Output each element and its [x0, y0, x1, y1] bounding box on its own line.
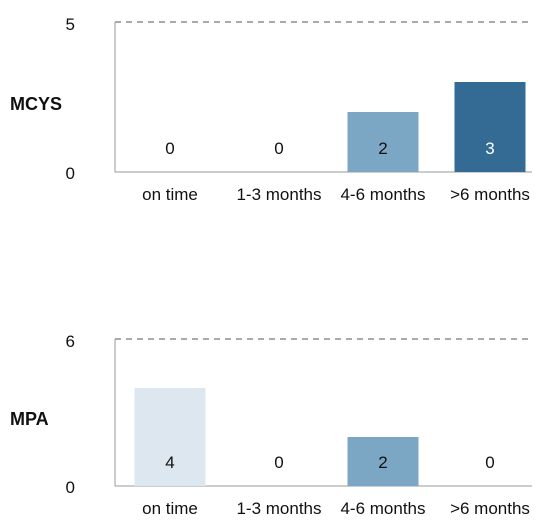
- y-tick-min-mcys: 0: [66, 164, 75, 183]
- data-label: 4: [165, 453, 174, 472]
- y-tick-max-mcys: 5: [66, 15, 75, 34]
- x-tick-label: 1-3 months: [236, 185, 321, 204]
- x-tick-label: on time: [142, 185, 198, 204]
- y-tick-max-mpa: 6: [66, 332, 75, 351]
- bars-mpa: 4 0 2 0: [134, 388, 495, 486]
- chart-panel-mcys: MCYS 5 0 0 0 2 3 on time 1-3 months 4-6 mon…: [10, 15, 532, 204]
- y-tick-min-mpa: 0: [66, 478, 75, 497]
- bar: [347, 112, 419, 172]
- panel-label-mcys: MCYS: [10, 94, 62, 114]
- panel-label-mpa: MPA: [10, 409, 49, 429]
- bar: [347, 437, 419, 486]
- data-label: 3: [485, 139, 494, 158]
- chart-panel-mpa: MPA 6 0 4 0 2 0 on time 1-3 months 4-6 mont…: [10, 332, 532, 518]
- x-tick-label: 1-3 months: [236, 499, 321, 518]
- bar: [134, 388, 206, 486]
- data-label: 0: [485, 453, 494, 472]
- data-label: 0: [165, 139, 174, 158]
- data-label: 0: [274, 453, 283, 472]
- x-tick-label: 4-6 months: [340, 499, 425, 518]
- bars-mcys: 0 0 2 3: [165, 82, 526, 172]
- data-label: 0: [274, 139, 283, 158]
- data-label: 2: [378, 139, 387, 158]
- data-label: 2: [378, 453, 387, 472]
- bar: [454, 82, 526, 172]
- x-tick-label: >6 months: [450, 185, 530, 204]
- x-tick-label: >6 months: [450, 499, 530, 518]
- x-tick-label: on time: [142, 499, 198, 518]
- x-tick-label: 4-6 months: [340, 185, 425, 204]
